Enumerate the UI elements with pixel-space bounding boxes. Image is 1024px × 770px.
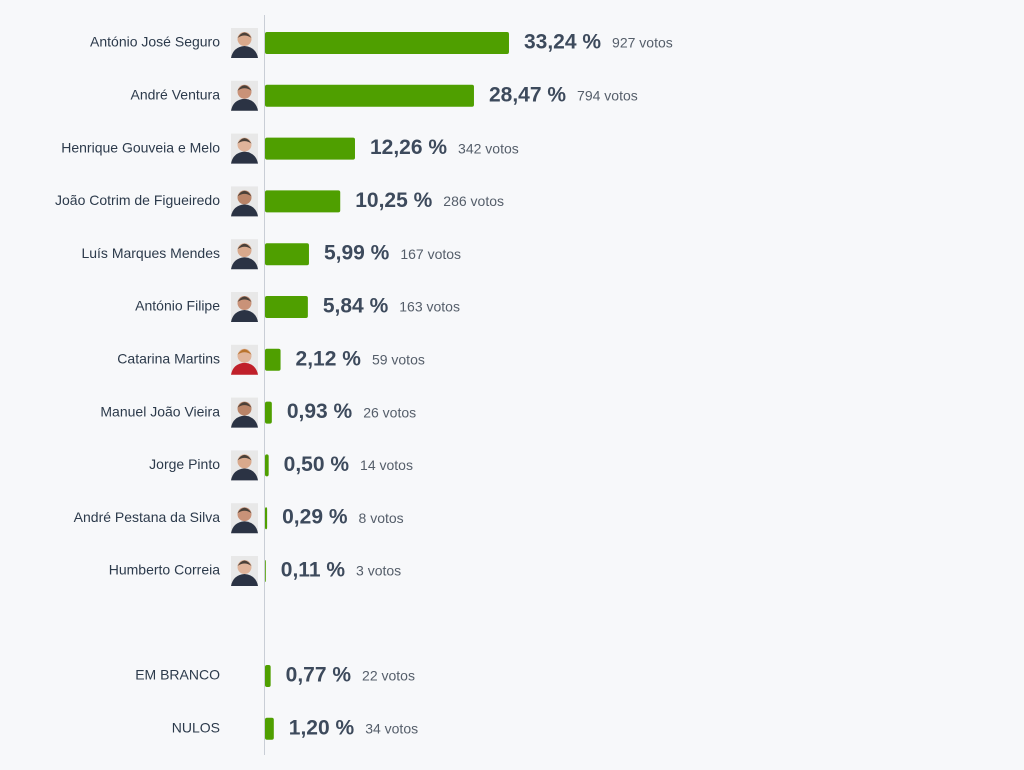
percent-label: 0,50 % [284,453,350,476]
bar [265,32,509,54]
avatar [231,397,258,428]
avatar [231,344,258,375]
candidate-name: Catarina Martins [117,351,220,367]
avatar [231,133,258,164]
candidate-name: João Cotrim de Figueiredo [55,192,220,208]
avatar-body [231,204,258,217]
bar [265,560,266,582]
candidate-name: Humberto Correia [109,562,220,578]
percent-label: 10,25 % [355,189,432,212]
candidate-name: Henrique Gouveia e Melo [61,139,220,155]
percent-label: 0,93 % [287,400,353,423]
votes-label: 8 votos [359,510,404,526]
avatar [231,239,258,270]
bar [265,84,474,107]
candidate-name: António Filipe [135,298,220,314]
bar [265,137,355,160]
avatar-body [231,362,258,375]
avatar [231,186,258,217]
avatar-hair [237,296,252,302]
votes-label: 927 votos [612,35,673,51]
avatar [231,503,258,534]
candidate-name: Manuel João Vieira [100,403,220,419]
avatar-hair [237,243,252,250]
percent-label: 1,20 % [289,716,355,739]
avatar [231,28,258,58]
avatar-body [231,415,258,428]
percent-label: 33,24 % [524,31,601,54]
candidate-name: André Ventura [130,87,220,103]
avatar-hair [237,454,252,461]
avatar-body [231,257,258,270]
bar [265,296,308,318]
avatar-hair [237,560,252,566]
avatar [231,556,258,586]
avatar-hair [237,507,252,514]
votes-label: 286 votos [443,193,504,209]
percent-label: 5,84 % [323,295,389,318]
avatar-hair [237,402,252,408]
bar [265,348,281,371]
avatar [231,80,258,111]
avatar-hair [237,349,252,355]
percent-label: 12,26 % [370,136,447,159]
candidate-name: Jorge Pinto [149,456,220,472]
percent-label: 28,47 % [489,83,566,106]
votes-label: 26 votos [363,404,416,420]
percent-label: 0,77 % [286,664,352,687]
votes-label: 14 votos [360,457,413,473]
bar [265,243,309,266]
avatar-hair [237,190,252,197]
votes-label: 22 votos [362,668,415,684]
avatar [231,292,258,322]
candidate-name: EM BRANCO [135,667,220,683]
avatar-body [231,521,258,534]
bar [265,454,269,477]
candidate-name: NULOS [172,720,220,736]
avatar-body [231,151,258,164]
bar [265,717,274,740]
votes-label: 3 votos [356,563,401,579]
votes-label: 167 votos [400,246,461,262]
candidate-name: André Pestana da Silva [74,509,221,525]
avatar-hair [237,138,252,144]
votes-label: 794 votos [577,88,638,104]
bar [265,401,272,424]
avatar-body [231,574,258,586]
avatar [231,450,258,481]
percent-label: 2,12 % [296,347,362,370]
bar [265,190,341,213]
votes-label: 34 votos [365,721,418,737]
avatar-body [231,46,258,58]
votes-label: 59 votos [372,352,425,368]
votes-label: 342 votos [458,140,519,156]
avatar-hair [237,32,252,38]
avatar-body [231,468,258,481]
avatar-body [231,310,258,322]
candidate-name: António José Seguro [90,34,220,50]
candidate-name: Luís Marques Mendes [81,245,220,261]
bar [265,665,271,687]
percent-label: 0,29 % [282,506,348,529]
avatar-body [231,98,258,111]
votes-label: 163 votos [399,299,460,315]
avatar-hair [237,85,252,91]
percent-label: 0,11 % [281,559,346,582]
percent-label: 5,99 % [324,242,390,265]
bar [265,507,268,530]
